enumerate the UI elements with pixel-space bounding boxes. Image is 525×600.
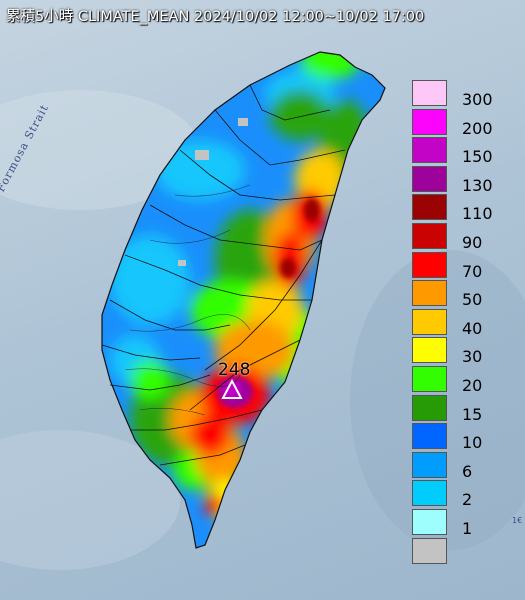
legend-label: 50 xyxy=(462,290,483,310)
legend-label: 30 xyxy=(462,347,483,367)
legend-swatch xyxy=(412,394,447,421)
legend-swatch xyxy=(412,509,447,535)
triangle-icon xyxy=(221,378,243,399)
legend-label: 300 xyxy=(462,90,493,109)
legend-label: 40 xyxy=(462,318,483,338)
peak-value-label: 248 xyxy=(218,360,251,380)
legend-swatch xyxy=(412,451,447,478)
legend-label: 150 xyxy=(462,147,493,167)
legend-label: 10 xyxy=(462,433,483,453)
legend-label: 200 xyxy=(462,118,493,138)
county-boundaries xyxy=(101,84,346,466)
legend-swatch xyxy=(412,223,447,249)
legend-swatch xyxy=(412,108,447,135)
legend-swatch xyxy=(412,165,447,192)
legend-swatch xyxy=(412,251,447,278)
legend-swatch xyxy=(412,80,447,106)
map-title: 累積5小時 CLIMATE_MEAN 2024/10/02 12:00~10/0… xyxy=(6,8,425,25)
legend-label xyxy=(462,548,510,568)
legend-swatch xyxy=(412,423,447,450)
legend-label: 2 xyxy=(462,490,473,510)
legend-swatch xyxy=(412,137,447,164)
island-outline xyxy=(101,51,386,549)
legend-label: 6 xyxy=(462,461,473,481)
legend-label: 20 xyxy=(462,376,483,395)
legend-swatch xyxy=(412,337,447,364)
legend-label: 15 xyxy=(462,404,483,424)
legend-swatch xyxy=(412,366,447,392)
legend-label: 90 xyxy=(462,233,483,252)
legend-label: 70 xyxy=(462,261,483,281)
legend-swatch xyxy=(412,308,447,335)
legend-swatch xyxy=(412,194,447,221)
legend-label: 130 xyxy=(462,175,493,195)
color-legend: 300 200 150 130 110 90 70 50 40 30 20 15 10 6 2 1 xyxy=(412,80,510,570)
legend-label: 1 xyxy=(462,519,473,538)
legend-swatch xyxy=(412,537,447,564)
legend-swatch xyxy=(412,280,447,307)
legend-swatch xyxy=(412,480,447,507)
corner-label-fragment: 1€ xyxy=(512,516,523,525)
legend-label: 110 xyxy=(462,204,493,224)
